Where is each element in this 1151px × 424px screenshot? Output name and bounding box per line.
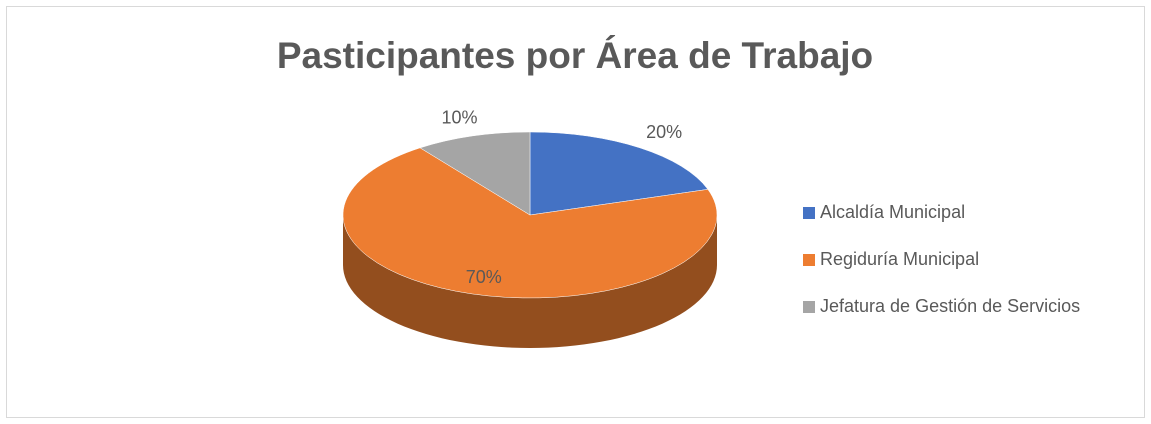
data-label: 70%: [466, 267, 502, 287]
chart-title: Pasticipantes por Área de Trabajo: [277, 35, 873, 76]
pie-slice-side: [343, 215, 717, 348]
legend-swatch: [803, 254, 815, 266]
data-label: 10%: [441, 107, 477, 127]
legend-label: Jefatura de Gestión de Servicios: [820, 296, 1080, 316]
pie-slice: [529, 131, 709, 216]
data-label: 20%: [646, 122, 682, 142]
pie-slice: [342, 147, 718, 299]
legend-label: Regiduría Municipal: [820, 249, 979, 269]
legend-swatch: [803, 301, 815, 313]
pie-slice: [419, 131, 531, 216]
legend-label: Alcaldía Municipal: [820, 202, 965, 222]
legend-swatch: [803, 207, 815, 219]
